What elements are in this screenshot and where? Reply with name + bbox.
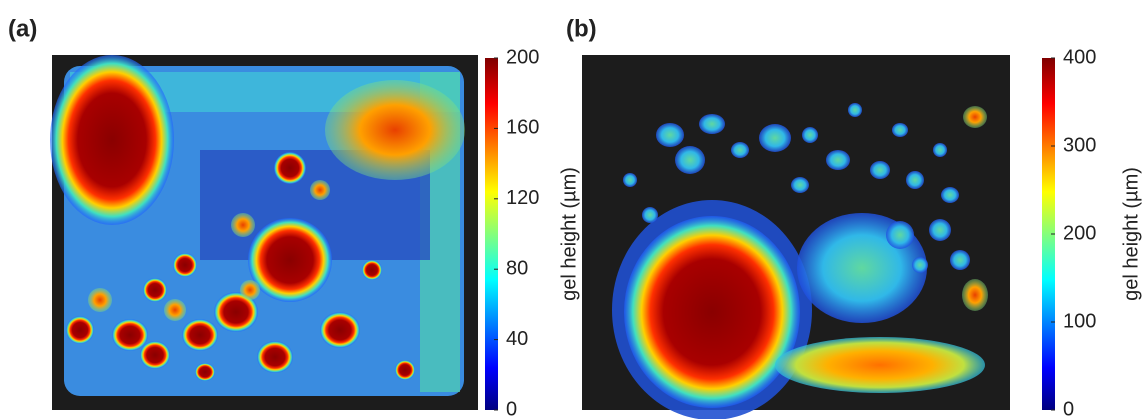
colorbar-label: gel height (µm) [558,167,580,301]
colorbar-tick-label: 40 [506,328,528,350]
colorbar-tick-label: 120 [506,187,539,209]
panel-label: (a) [8,15,37,42]
colorbar-tick-label: 80 [506,257,528,279]
colorbar-tick-label: 0 [506,398,517,419]
colorbar-tick-label: 400 [1063,46,1096,68]
colorbar-tick-label: 300 [1063,134,1096,156]
colorbar-tick-label: 200 [1063,222,1096,244]
colorbar-label: gel height (µm) [1120,167,1142,301]
heatmap-b [582,55,1010,419]
heatmap-a [50,55,478,410]
colorbar-tick-label: 0 [1063,398,1074,419]
colorbar-tick-label: 200 [506,46,539,68]
figure: (a) (b) 0 40 80 120 160 200 gel height (µm) 0 10… [0,0,1148,419]
colorbar-tick-label: 100 [1063,310,1096,332]
colorbar-tick-label: 160 [506,117,539,139]
colorbar [485,58,498,410]
panel-label: (b) [566,15,597,42]
